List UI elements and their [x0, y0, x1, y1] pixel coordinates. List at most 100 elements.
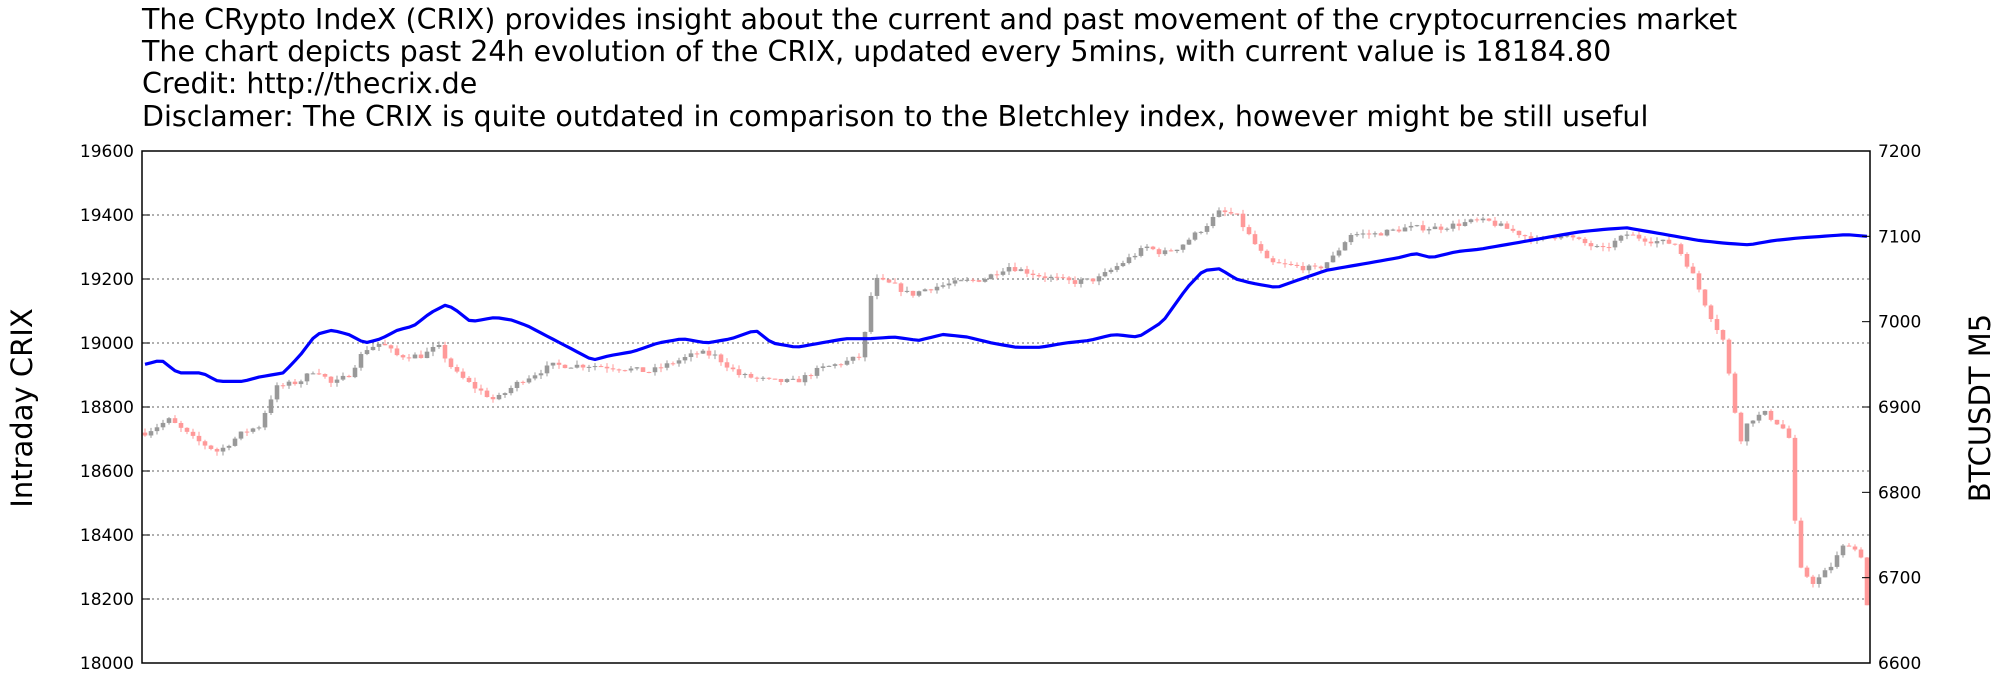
candle-body — [478, 388, 484, 391]
candle-body — [1528, 236, 1534, 241]
candle-body — [760, 377, 766, 379]
candle-body — [598, 366, 604, 368]
candle-body — [1780, 424, 1786, 429]
candle-body — [556, 362, 562, 365]
candle-body — [1264, 250, 1270, 259]
candle-body — [1774, 419, 1780, 425]
candle-body — [412, 354, 418, 359]
candle-body — [1576, 237, 1582, 239]
candle-body — [1492, 220, 1498, 226]
right-tick-label: 6600 — [1878, 654, 1921, 674]
candle-body — [1690, 266, 1696, 274]
candle-body — [1180, 244, 1186, 250]
candle-body — [1342, 242, 1348, 251]
candle-body — [508, 387, 514, 394]
candle-body — [322, 374, 328, 377]
candle-body — [1822, 570, 1828, 578]
candle-body — [1420, 225, 1426, 231]
right-axis-label: BTCUSDT M5 — [1963, 314, 1997, 503]
candle-body — [352, 367, 358, 378]
left-tick-label: 18000 — [80, 654, 134, 674]
candle-body — [1012, 267, 1018, 272]
candle-body — [802, 375, 808, 383]
candle-body — [1720, 330, 1726, 340]
candle-body — [1744, 423, 1750, 442]
candle-body — [1168, 250, 1174, 252]
candle-body — [1714, 319, 1720, 331]
candle-body — [1072, 280, 1078, 284]
candle-body — [1258, 244, 1264, 251]
candle-body — [592, 366, 598, 368]
candle-body — [1162, 250, 1168, 255]
candle-body — [1864, 557, 1870, 606]
candle-body — [1144, 246, 1150, 249]
candle-body — [772, 378, 778, 380]
candle-body — [718, 354, 724, 363]
candle-body — [628, 368, 634, 371]
candle-body — [1624, 234, 1630, 236]
candle-body — [1090, 278, 1096, 282]
candle-body — [1816, 577, 1822, 584]
candle-body — [706, 350, 712, 356]
left-tick-label: 18200 — [80, 590, 134, 610]
left-tick-label: 18800 — [80, 398, 134, 418]
candle-body — [1252, 234, 1258, 245]
candle-body — [910, 290, 916, 296]
candle-body — [538, 373, 544, 376]
candle-body — [892, 282, 898, 284]
candle-body — [1174, 249, 1180, 252]
candle-body — [1210, 216, 1216, 227]
candle-body — [946, 283, 952, 286]
candle-body — [958, 280, 964, 282]
candle-body — [1462, 222, 1468, 226]
candle-body — [1318, 266, 1324, 269]
candle-body — [652, 367, 658, 373]
candle-body — [1066, 277, 1072, 281]
candle-body — [1246, 227, 1252, 235]
candle-body — [250, 428, 256, 432]
right-axis-ticks: 6600 6700 6800 6900 7000 7100 7200 — [1862, 142, 1921, 674]
candle-body — [826, 365, 832, 367]
candle-body — [988, 274, 994, 280]
candle-body — [640, 367, 646, 372]
btc-line — [144, 226, 1868, 383]
candle-body — [964, 279, 970, 281]
candle-body — [460, 371, 466, 378]
candle-body — [358, 354, 364, 368]
candle-body — [340, 375, 346, 380]
candle-body — [1372, 233, 1378, 235]
candle-body — [1516, 230, 1522, 236]
candle-body — [202, 441, 208, 446]
candle-body — [1552, 237, 1558, 239]
candle-body — [1006, 267, 1012, 272]
candle-body — [1354, 234, 1360, 236]
candle-body — [268, 399, 274, 413]
candle-body — [1834, 555, 1840, 567]
candle-body — [862, 331, 868, 358]
candle-body — [1426, 229, 1432, 231]
candle-body — [688, 353, 694, 358]
candle-body — [676, 360, 682, 364]
candle-body — [1126, 257, 1132, 264]
candle-body — [1852, 546, 1858, 550]
candle-body — [526, 378, 532, 383]
candle-body — [166, 418, 172, 423]
candle-body — [1432, 226, 1438, 230]
candle-body — [1018, 269, 1024, 272]
candle-body — [364, 350, 370, 355]
candle-body — [244, 431, 250, 433]
candle-body — [694, 353, 700, 355]
candle-body — [292, 381, 298, 385]
candle-body — [1282, 263, 1288, 265]
candle-body — [370, 346, 376, 351]
candle-body — [742, 373, 748, 376]
candle-body — [904, 290, 910, 292]
candle-body — [436, 344, 442, 348]
candle-body — [856, 356, 862, 358]
candle-body — [1294, 264, 1300, 266]
candle-body — [886, 279, 892, 283]
candle-body — [1060, 277, 1066, 279]
candle-body — [784, 379, 790, 382]
candle-body — [844, 360, 850, 365]
candle-body — [1276, 262, 1282, 264]
